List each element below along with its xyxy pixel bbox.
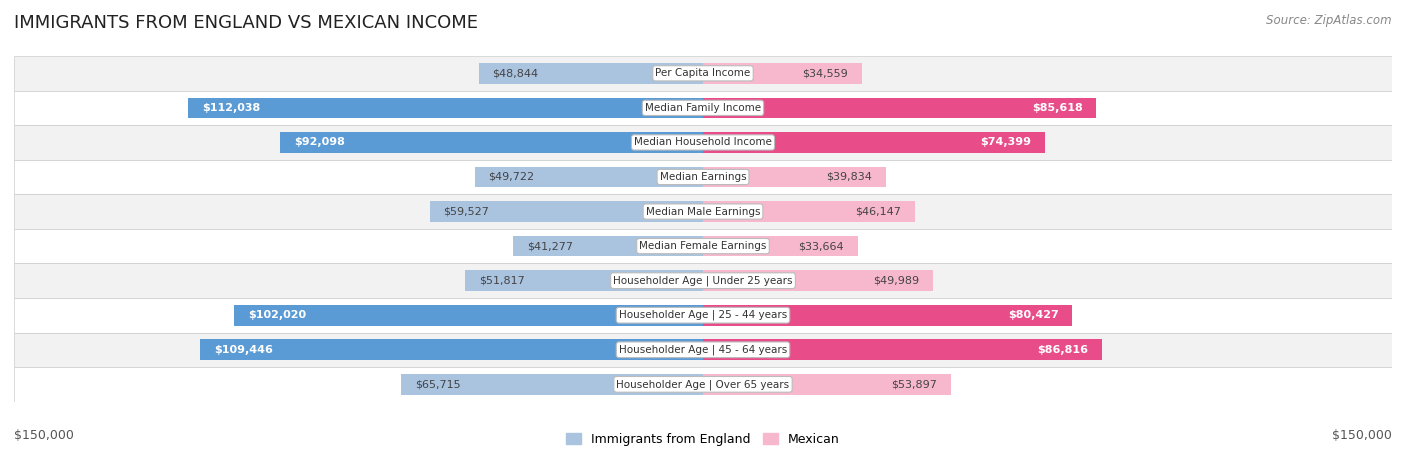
Bar [703, 340, 1102, 360]
Text: $109,446: $109,446 [214, 345, 273, 355]
Text: $49,722: $49,722 [488, 172, 534, 182]
Text: $85,618: $85,618 [1032, 103, 1083, 113]
Bar [703, 63, 862, 84]
Bar [14, 367, 1392, 402]
Text: $112,038: $112,038 [202, 103, 260, 113]
Bar [513, 236, 703, 256]
Bar [14, 91, 1392, 125]
Bar [14, 298, 1392, 333]
Bar [14, 229, 1392, 263]
Bar [188, 98, 703, 118]
Text: Householder Age | Over 65 years: Householder Age | Over 65 years [616, 379, 790, 389]
Text: $48,844: $48,844 [492, 68, 538, 78]
Text: Source: ZipAtlas.com: Source: ZipAtlas.com [1267, 14, 1392, 27]
Bar [703, 236, 858, 256]
Text: $46,147: $46,147 [855, 206, 901, 217]
Text: Median Female Earnings: Median Female Earnings [640, 241, 766, 251]
Bar [703, 201, 915, 222]
Bar [235, 305, 703, 325]
Text: $33,664: $33,664 [799, 241, 844, 251]
Text: Householder Age | 45 - 64 years: Householder Age | 45 - 64 years [619, 345, 787, 355]
Bar [14, 125, 1392, 160]
Text: $74,399: $74,399 [980, 137, 1031, 148]
Text: $150,000: $150,000 [14, 429, 75, 442]
Bar [703, 305, 1073, 325]
Text: $39,834: $39,834 [827, 172, 872, 182]
Bar [475, 167, 703, 187]
Bar [478, 63, 703, 84]
Bar [703, 374, 950, 395]
Bar [280, 132, 703, 153]
Text: Median Household Income: Median Household Income [634, 137, 772, 148]
Text: Householder Age | Under 25 years: Householder Age | Under 25 years [613, 276, 793, 286]
Bar [465, 270, 703, 291]
Text: $80,427: $80,427 [1008, 310, 1059, 320]
Text: Median Earnings: Median Earnings [659, 172, 747, 182]
Bar [200, 340, 703, 360]
Text: $41,277: $41,277 [527, 241, 574, 251]
Text: Per Capita Income: Per Capita Income [655, 68, 751, 78]
Bar [14, 333, 1392, 367]
Bar [14, 194, 1392, 229]
Text: $102,020: $102,020 [249, 310, 307, 320]
Bar [703, 270, 932, 291]
Bar [703, 167, 886, 187]
Text: Median Family Income: Median Family Income [645, 103, 761, 113]
Text: $49,989: $49,989 [873, 276, 918, 286]
Legend: Immigrants from England, Mexican: Immigrants from England, Mexican [561, 428, 845, 451]
Text: Householder Age | 25 - 44 years: Householder Age | 25 - 44 years [619, 310, 787, 320]
Text: $150,000: $150,000 [1331, 429, 1392, 442]
Text: $65,715: $65,715 [415, 379, 461, 389]
Text: $86,816: $86,816 [1038, 345, 1088, 355]
Text: $51,817: $51,817 [479, 276, 524, 286]
Bar [703, 98, 1097, 118]
Bar [430, 201, 703, 222]
Bar [14, 263, 1392, 298]
Text: Median Male Earnings: Median Male Earnings [645, 206, 761, 217]
Bar [401, 374, 703, 395]
Text: $34,559: $34,559 [803, 68, 848, 78]
Bar [14, 56, 1392, 91]
Bar [14, 160, 1392, 194]
Text: $59,527: $59,527 [443, 206, 489, 217]
Bar [703, 132, 1045, 153]
Text: $92,098: $92,098 [294, 137, 344, 148]
Text: $53,897: $53,897 [891, 379, 936, 389]
Text: IMMIGRANTS FROM ENGLAND VS MEXICAN INCOME: IMMIGRANTS FROM ENGLAND VS MEXICAN INCOM… [14, 14, 478, 32]
